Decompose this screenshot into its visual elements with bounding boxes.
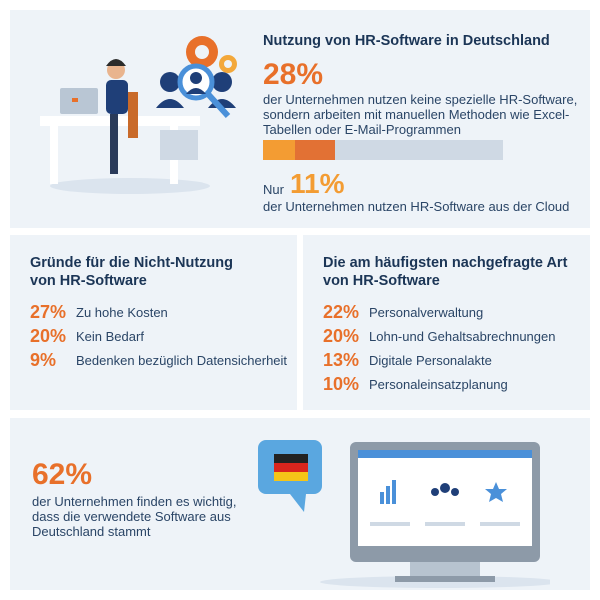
item-value: 20% [30,325,67,346]
item-value: 13% [323,349,360,370]
office-illustration [40,36,237,194]
stat2-prefix: Nur [263,182,284,197]
stat2-text: der Unternehmen nutzen HR-Software aus d… [263,199,570,214]
item-value: 20% [323,325,360,346]
item-label: Bedenken bezüglich Datensicherheit [76,352,288,368]
item-label: Personaleinsatzplanung [369,376,508,392]
list-item: 9% Bedenken bezüglich Datensicherheit [30,348,287,372]
item-value: 9% [30,349,57,370]
top-title: Nutzung von HR-Software in Deutschland [263,33,550,49]
bar-segment [295,140,335,160]
bottom-value: 62% [32,458,93,491]
item-label: Zu hohe Kosten [76,304,168,320]
types-list: 22% Personalverwaltung 20% Lohn-und Gehalts… [323,300,555,396]
item-label: Personalverwaltung [369,304,484,320]
item-value: 22% [323,301,360,322]
types-panel: Die am häufigsten nachgefragte Art von H… [303,235,590,410]
list-item: 22% Personalverwaltung [323,300,555,324]
top-panel: Nutzung von HR-Software in Deutschland 2… [10,10,590,228]
stat1-text: der Unternehmen nutzen keine spezielle H… [263,92,578,137]
list-item: 27% Zu hohe Kosten [30,300,287,324]
list-item: 13% Digitale Personalakte [323,348,555,372]
item-value: 10% [323,373,360,394]
list-item: 20% Kein Bedarf [30,324,287,348]
stat2-value: 11% [290,168,345,199]
reasons-list: 27% Zu hohe Kosten 20% Kein Bedarf 9% Bedenke… [30,300,287,372]
reasons-title: Gründe für die Nicht-Nutzung von HR-Soft… [30,255,233,289]
reasons-panel: Gründe für die Nicht-Nutzung von HR-Soft… [10,235,297,410]
progress-bar [263,140,503,160]
item-label: Kein Bedarf [76,328,144,344]
monitor-illustration [258,440,550,588]
list-item: 20% Lohn-und Gehaltsabrechnungen [323,324,555,348]
item-label: Lohn-und Gehaltsabrechnungen [369,328,556,344]
bottom-text: der Unternehmen finden es wichtig, dass … [32,494,237,539]
item-value: 27% [30,301,67,322]
bottom-panel: 62% der Unternehmen finden es wichtig, d… [10,418,590,590]
list-item: 10% Personaleinsatzplanung [323,372,555,396]
bar-segment [263,140,295,160]
types-title: Die am häufigsten nachgefragte Art von H… [323,255,568,289]
item-label: Digitale Personalakte [369,352,492,368]
stat1-value: 28% [263,58,324,91]
